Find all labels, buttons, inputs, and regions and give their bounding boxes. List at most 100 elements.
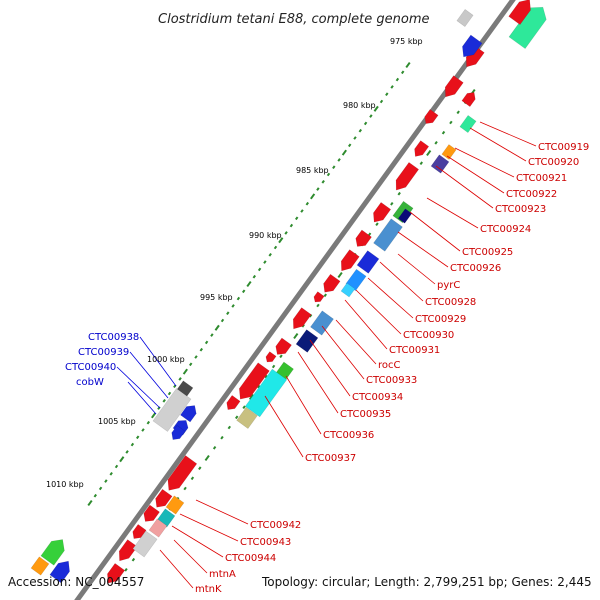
gene-feature[interactable] (264, 351, 277, 365)
gene-feature[interactable] (422, 109, 439, 126)
label-leader (479, 121, 537, 147)
gene-label-ctc00934[interactable]: CTC00934 (352, 392, 403, 403)
gene-label-ctc00925[interactable]: CTC00925 (462, 247, 513, 258)
gene-feature[interactable] (49, 557, 74, 584)
gene-label-ctc00930[interactable]: CTC00930 (403, 330, 454, 341)
scale-tick (426, 149, 432, 157)
label-leader (435, 165, 494, 209)
gene-feature[interactable] (458, 34, 483, 61)
gene-feature[interactable] (30, 556, 50, 576)
gene-label-ctc00933[interactable]: CTC00933 (366, 375, 417, 386)
gene-feature[interactable] (320, 273, 341, 296)
gene-feature[interactable] (165, 495, 185, 515)
scale-tick (358, 128, 362, 133)
gene-label-ctc00937[interactable]: CTC00937 (305, 453, 356, 464)
gene-feature[interactable] (295, 329, 319, 353)
scale-tick (289, 223, 294, 228)
gene-feature[interactable] (169, 425, 186, 442)
gene-label-ctc00944[interactable]: CTC00944 (225, 553, 276, 564)
gene-label-ctc00938[interactable]: CTC00938 (88, 332, 139, 343)
gene-label-ctc00942[interactable]: CTC00942 (250, 520, 301, 531)
label-leader (344, 299, 388, 350)
gene-label-ctc00928[interactable]: CTC00928 (425, 297, 476, 308)
gene-label-ctc00922[interactable]: CTC00922 (506, 189, 557, 200)
gene-feature[interactable] (461, 89, 478, 107)
gene-feature[interactable] (140, 504, 160, 525)
scale-tick (263, 260, 267, 264)
gene-feature[interactable] (312, 291, 325, 305)
gene-label-ctc00939[interactable]: CTC00939 (78, 347, 129, 358)
gene-feature[interactable] (148, 518, 168, 538)
gene-feature[interactable] (152, 388, 192, 432)
gene-label-ctc00943[interactable]: CTC00943 (240, 537, 291, 548)
scale-tick (252, 274, 256, 279)
gene-label-ctc00919[interactable]: CTC00919 (538, 142, 589, 153)
gene-feature[interactable] (441, 75, 464, 101)
gene-label-ctc00923[interactable]: CTC00923 (495, 204, 546, 215)
label-leader (285, 375, 322, 435)
gene-feature[interactable] (132, 530, 158, 558)
gene-feature[interactable] (441, 144, 457, 160)
scale-tick (456, 110, 460, 115)
scale-tick (231, 304, 235, 308)
scale-tick (353, 136, 357, 140)
gene-label-ctc00929[interactable]: CTC00929 (415, 314, 466, 325)
genome-backbone (74, 0, 516, 600)
gene-feature[interactable] (289, 307, 312, 333)
gene-feature[interactable] (373, 218, 403, 252)
scale-tick (157, 406, 161, 410)
gene-label-ctc00936[interactable]: CTC00936 (323, 430, 374, 441)
scale-tick (199, 347, 203, 352)
scale-label-1010: 1010 kbp (46, 480, 84, 489)
gene-label-cobw[interactable]: cobW (76, 377, 104, 388)
gene-feature[interactable] (369, 202, 392, 225)
gene-feature[interactable] (272, 337, 292, 358)
gene-label-ctc00920[interactable]: CTC00920 (528, 157, 579, 168)
gene-label-ctc00926[interactable]: CTC00926 (450, 263, 501, 274)
gene-feature[interactable] (356, 250, 380, 274)
scale-tick (214, 324, 220, 331)
scale-tick (390, 85, 394, 89)
scale-tick (271, 364, 276, 369)
gene-feature[interactable] (163, 455, 198, 495)
scale-tick (130, 442, 135, 447)
gene-feature[interactable] (103, 563, 126, 586)
gene-feature[interactable] (235, 362, 270, 404)
gene-feature[interactable] (244, 368, 288, 418)
gene-feature[interactable] (152, 488, 173, 511)
gene-label-ctc00931[interactable]: CTC00931 (389, 345, 440, 356)
gene-feature[interactable] (459, 115, 477, 133)
label-leader (179, 513, 239, 542)
gene-feature[interactable] (352, 229, 372, 250)
gene-label-ctc00924[interactable]: CTC00924 (480, 224, 531, 235)
gene-feature[interactable] (337, 249, 360, 275)
gene-feature[interactable] (40, 535, 69, 566)
gene-label-ctc00940[interactable]: CTC00940 (65, 362, 116, 373)
gene-feature[interactable] (180, 402, 199, 423)
gene-feature[interactable] (340, 282, 356, 298)
label-leader (446, 155, 505, 194)
gene-label-rocc[interactable]: rocC (378, 360, 401, 371)
gene-feature[interactable] (456, 9, 474, 27)
gene-feature[interactable] (508, 0, 536, 25)
scale-tick (401, 70, 405, 75)
gene-feature[interactable] (430, 154, 450, 174)
map-title: Clostridium tetani E88, complete genome (158, 12, 430, 27)
gene-feature[interactable] (224, 395, 241, 412)
gene-label-ctc00935[interactable]: CTC00935 (340, 409, 391, 420)
scale-tick (87, 499, 93, 507)
gene-label-pyrc[interactable]: pyrC (437, 280, 460, 291)
gene-feature[interactable] (130, 524, 147, 541)
gene-feature[interactable] (310, 310, 334, 336)
gene-label-mtna[interactable]: mtnA (209, 569, 236, 580)
scale-tick (146, 420, 150, 425)
scale-tick (220, 318, 225, 323)
scale-tick (257, 267, 262, 272)
gene-label-ctc00921[interactable]: CTC00921 (516, 173, 567, 184)
gene-label-mtnk[interactable]: mtnK (195, 584, 222, 595)
scale-label-1000: 1000 kbp (147, 355, 185, 364)
gene-feature[interactable] (411, 140, 430, 160)
gene-feature[interactable] (391, 161, 420, 193)
gene-feature[interactable] (236, 407, 258, 429)
accession-text: Accession: NC_004557 (8, 575, 144, 589)
